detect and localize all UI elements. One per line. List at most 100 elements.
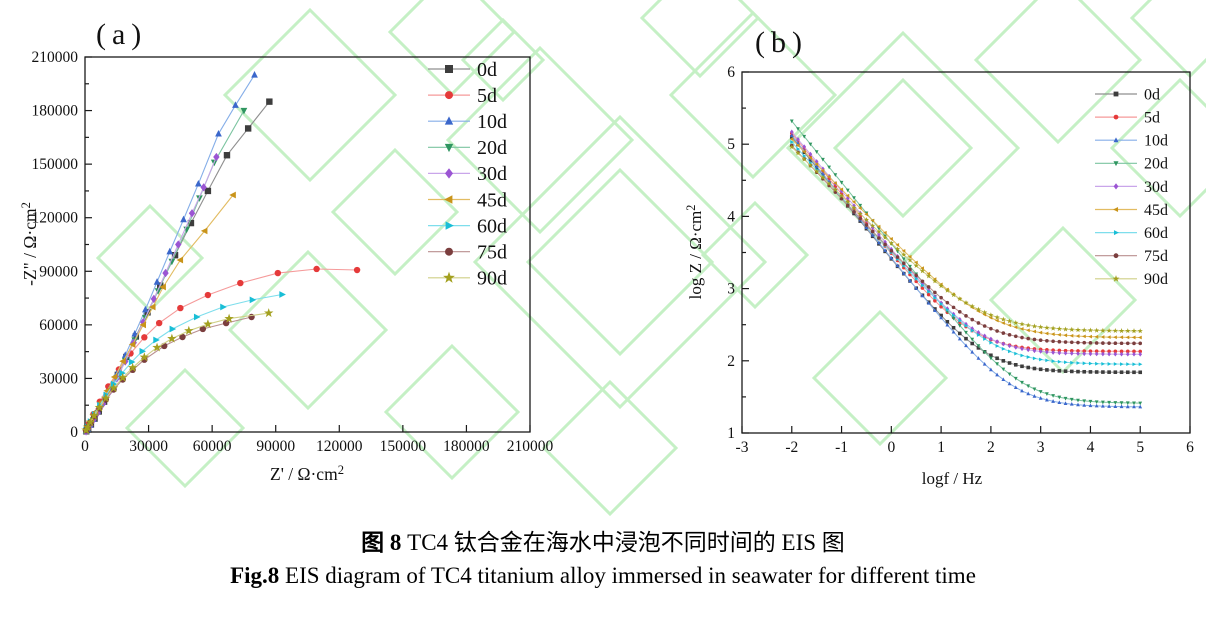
x-tick-label: 5: [1136, 439, 1144, 456]
legend-label: 60d: [477, 215, 507, 237]
legend-label: 5d: [1144, 110, 1160, 127]
series-5d: [789, 131, 1143, 354]
axes-bode: [741, 71, 1191, 434]
watermark-diamond: [988, 225, 1138, 375]
watermark-diamond: [811, 309, 949, 447]
y-tick-label: 150000: [32, 156, 79, 173]
x-tick-label: 0: [81, 438, 89, 455]
panel-label-nyquist: (a): [96, 18, 147, 51]
x-tick-label: 0: [887, 439, 895, 456]
legend-label: 0d: [1144, 86, 1160, 103]
watermark-diamond: [227, 249, 389, 411]
legend-bode: 0d 5d 10d 20d 30d 45d 60d 75d 90d: [1095, 86, 1168, 288]
legend-label: 20d: [1144, 156, 1168, 173]
legend-label: 75d: [1144, 248, 1168, 265]
x-axis-label: Z' / Ω·cm2: [270, 463, 344, 484]
legend-item-45d: 45d: [428, 189, 507, 211]
caption-en-text: EIS diagram of TC4 titanium alloy immers…: [279, 563, 976, 588]
y-tick-label: 210000: [32, 49, 79, 66]
caption-zh: 图 8 TC4 钛合金在海水中浸泡不同时间的 EIS 图: [0, 526, 1206, 559]
watermark-diamond: [124, 367, 246, 489]
legend-label: 60d: [1144, 225, 1168, 242]
watermark-diamond: [832, 77, 974, 219]
y-tick-label: 1: [727, 425, 735, 442]
chart-nyquist: (a) 0 30000 60000 90000 120000 150000 180000 210…: [19, 18, 554, 484]
legend-label: 0d: [477, 59, 497, 81]
watermark-diamond: [460, 17, 546, 103]
x-tick-label: 180000: [443, 438, 490, 455]
legend-label: 30d: [477, 163, 507, 185]
legend-item-45d: 45d: [1095, 202, 1168, 219]
series-90d: [81, 308, 274, 435]
watermark-diamond: [445, 45, 635, 235]
x-tick-label: -2: [785, 439, 798, 456]
y-tick-label: 6: [727, 64, 735, 81]
y-tick-label: 90000: [39, 263, 78, 280]
legend-label: 10d: [1144, 133, 1168, 150]
legend-label: 10d: [477, 111, 507, 133]
x-tick-label: 30000: [129, 438, 168, 455]
y-tick-label: 120000: [32, 210, 79, 227]
series-10d: [789, 133, 1143, 409]
y-tick-label: 30000: [39, 370, 78, 387]
watermark-diamond: [330, 147, 460, 277]
panel-label-bode: (b): [755, 26, 808, 59]
watermark-diamond: [700, 200, 810, 310]
watermark-diamond: [222, 7, 398, 183]
y-axis-label: log Z / Ω·cm2: [684, 205, 705, 300]
legend-item-20d: 20d: [428, 137, 507, 159]
legend-item-5d: 5d: [428, 85, 497, 107]
watermark-diamond: [1129, 0, 1206, 79]
x-tick-label: -1: [835, 439, 848, 456]
legend-item-90d: 90d: [1095, 271, 1168, 288]
legend-label: 30d: [1144, 179, 1168, 196]
eis-figure-canvas: (a)0 30000 60000 90000 120000 150000 180000 210…: [19, 0, 1206, 517]
x-tick-label: 210000: [507, 438, 554, 455]
x-tick-label: 4: [1087, 439, 1095, 456]
watermark-diamond: [525, 167, 715, 357]
y-tick-label: 0: [70, 424, 78, 441]
legend-label: 20d: [477, 137, 507, 159]
axes-nyquist: [84, 56, 531, 433]
legend-item-90d: 90d: [428, 268, 507, 290]
watermark-diamond: [639, 0, 761, 79]
watermark-diamond: [472, 114, 768, 410]
y-tick-label: 180000: [32, 103, 79, 120]
watermark-diamond: [973, 0, 1143, 145]
legend-nyquist: 0d 5d 10d 20d 30d 45d 60d 75d 90d: [428, 59, 507, 290]
legend-label: 90d: [477, 268, 507, 290]
x-tick-label: 90000: [256, 438, 295, 455]
legend-item-0d: 0d: [428, 59, 497, 81]
x-tick-label: 150000: [380, 438, 427, 455]
watermark-diamond: [668, 10, 838, 180]
legend-item-10d: 10d: [1095, 133, 1168, 150]
legend-item-30d: 30d: [428, 163, 507, 185]
x-tick-label: 120000: [316, 438, 363, 455]
watermark-pattern: [95, 0, 1206, 517]
legend-label: 5d: [477, 85, 497, 107]
legend-item-60d: 60d: [428, 215, 507, 237]
watermark-diamond: [383, 343, 521, 481]
legend-label: 45d: [477, 189, 507, 211]
legend-item-60d: 60d: [1095, 225, 1168, 242]
legend-item-30d: 30d: [1095, 179, 1168, 196]
caption-zh-text: TC4 钛合金在海水中浸泡不同时间的 EIS 图: [401, 530, 845, 555]
x-tick-label: 1: [937, 439, 945, 456]
x-tick-label: -3: [736, 439, 749, 456]
series-75d: [789, 143, 1143, 346]
legend-item-0d: 0d: [1095, 86, 1160, 103]
legend-label: 90d: [1144, 271, 1168, 288]
x-tick-label: 2: [987, 439, 995, 456]
series-90d: [789, 144, 1143, 334]
chart-bode: (b) -3 -2 -1 0 1 2 3 4 5 6 1 2 3 4 5 6 logf / Hz log Z / Ω…: [684, 26, 1194, 488]
x-tick-label: 3: [1037, 439, 1045, 456]
legend-item-75d: 75d: [1095, 248, 1168, 265]
caption-zh-number: 图 8: [361, 530, 402, 555]
y-tick-label: 5: [727, 136, 735, 153]
watermark-diamond: [541, 379, 679, 517]
series-10d: [82, 71, 258, 435]
figure-caption: 图 8 TC4 钛合金在海水中浸泡不同时间的 EIS 图 Fig.8 EIS d…: [0, 526, 1206, 592]
legend-label: 75d: [477, 242, 507, 264]
series-60d: [83, 291, 286, 434]
